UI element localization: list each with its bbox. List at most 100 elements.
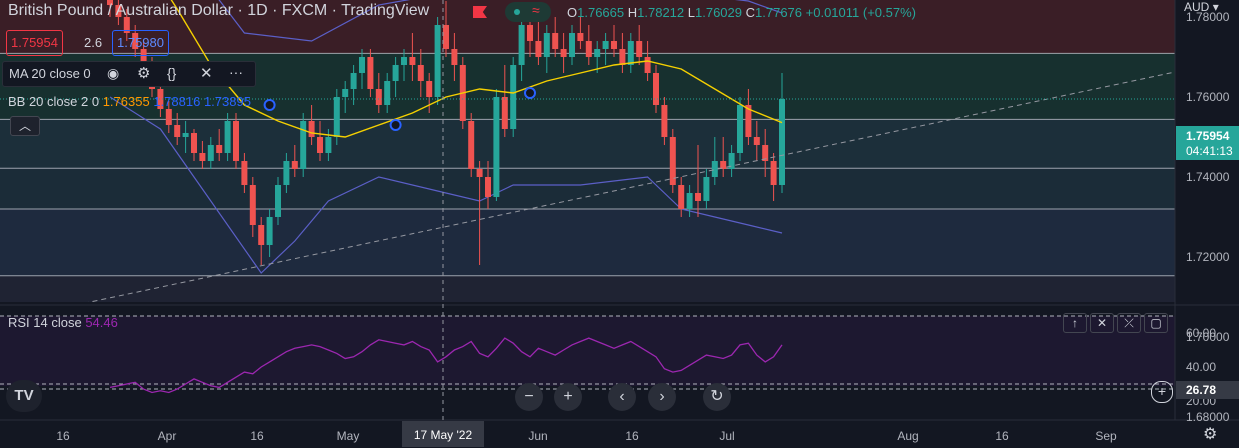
close-icon[interactable]: ✕ <box>200 65 213 82</box>
sell-button[interactable]: 1.75954 <box>6 30 63 56</box>
candle <box>165 101 172 133</box>
more-icon[interactable]: ··· <box>229 64 243 80</box>
tradingview-logo-icon[interactable]: TV <box>6 380 42 412</box>
candle <box>123 9 130 41</box>
candle-body <box>619 49 626 65</box>
candle-body <box>333 97 340 137</box>
candle <box>417 49 424 97</box>
scroll-left-button[interactable]: ‹ <box>608 383 636 411</box>
price-tick-label: 1.68000 <box>1186 410 1230 424</box>
candle <box>703 169 710 209</box>
candle <box>157 81 164 117</box>
candle-body <box>594 49 601 57</box>
zone-band <box>0 168 1175 209</box>
candle-body <box>216 145 223 153</box>
rsi-cursor-tag <box>1176 381 1239 399</box>
minus-icon: − <box>524 388 534 405</box>
candle <box>636 25 643 65</box>
time-tick-label: 16 <box>995 429 1009 443</box>
candle <box>342 81 349 113</box>
pane-collapse-button[interactable]: ⤫ <box>1117 313 1141 333</box>
candle-body <box>443 25 449 49</box>
candle <box>653 65 659 113</box>
candle-body <box>401 57 407 65</box>
candle <box>661 97 668 145</box>
candle-body <box>107 0 113 5</box>
pane-maximize-button[interactable]: ▢ <box>1144 313 1168 333</box>
candle-body <box>527 25 533 41</box>
candle <box>686 185 693 217</box>
market-status-pill[interactable]: ≈ <box>505 2 551 22</box>
candle <box>468 113 475 177</box>
candle <box>207 137 214 169</box>
bb-lower-value: 1.73895 <box>203 94 251 109</box>
flag-icon[interactable] <box>473 6 487 18</box>
candle <box>770 153 777 201</box>
open-label: O <box>567 5 578 20</box>
candle <box>401 49 407 81</box>
signal-marker <box>263 99 276 111</box>
settings-gear-icon[interactable]: ⚙ <box>1203 426 1218 443</box>
candle-body <box>409 57 416 65</box>
candle <box>249 177 256 237</box>
chevron-right-icon: › <box>659 388 665 405</box>
candle-body <box>485 177 491 197</box>
ma-legend-row[interactable]: MA 20 close 0 ◉ ⚙ {} ✕ ··· <box>2 61 256 87</box>
candle <box>409 33 416 81</box>
candle-series[interactable] <box>107 0 785 265</box>
rsi-line <box>109 337 783 394</box>
candle-body <box>233 121 239 161</box>
zoom-out-button[interactable]: − <box>515 383 543 411</box>
candle-body <box>686 193 693 209</box>
time-tick-label: 16 <box>250 429 264 443</box>
pane-close-button[interactable]: ✕ <box>1090 313 1114 333</box>
candle-body <box>653 73 659 105</box>
reset-chart-button[interactable]: ↻ <box>703 383 731 411</box>
buy-button[interactable]: 1.75980 <box>112 30 169 56</box>
candle-body <box>501 97 508 129</box>
candle-body <box>560 49 567 57</box>
time-tick-label: Aug <box>897 429 918 443</box>
candle <box>611 25 617 57</box>
candle-body <box>493 97 500 197</box>
candle-body <box>359 57 365 73</box>
candle-body <box>275 185 281 217</box>
pane-move-up-button[interactable]: ↑ <box>1063 313 1087 333</box>
candle <box>493 89 500 201</box>
zoom-in-button[interactable]: + <box>554 383 582 411</box>
candle-body <box>644 57 651 73</box>
candle <box>728 145 735 177</box>
close-icon: ✕ <box>1096 316 1108 330</box>
candle <box>485 161 491 209</box>
low-value: 1.76029 <box>695 5 742 20</box>
candle <box>216 129 223 161</box>
add-alert-button[interactable]: + <box>1151 381 1173 403</box>
close-label: C <box>745 5 756 20</box>
braces-icon[interactable]: {} <box>167 65 177 81</box>
candle-body <box>695 193 701 201</box>
candle <box>182 121 189 153</box>
bb-upper-value: 1.78816 <box>153 94 201 109</box>
candle-body <box>569 33 575 57</box>
rsi-band <box>0 316 1175 386</box>
candle <box>594 41 601 73</box>
gear-icon[interactable]: ⚙ <box>137 65 151 82</box>
candle-body <box>602 41 609 49</box>
collapse-legend-button[interactable]: ︿ <box>10 116 40 136</box>
scroll-right-button[interactable]: › <box>648 383 676 411</box>
currency-selector[interactable]: AUD ▾ <box>1184 0 1219 14</box>
candle <box>779 73 785 193</box>
collapse-icon: ⤫ <box>1124 316 1134 330</box>
eye-icon[interactable]: ◉ <box>107 65 120 81</box>
candle <box>695 145 701 217</box>
time-tick-label: Sep <box>1095 429 1117 443</box>
rsi-value: 54.46 <box>85 315 118 330</box>
candle <box>275 177 281 225</box>
plus-icon: + <box>1157 383 1167 399</box>
zone-band <box>0 209 1175 276</box>
candle <box>577 17 584 49</box>
candle <box>241 153 248 193</box>
price-tick-label: 1.78000 <box>1186 10 1230 24</box>
low-label: L <box>687 5 695 20</box>
market-open-dot-icon <box>514 9 520 15</box>
